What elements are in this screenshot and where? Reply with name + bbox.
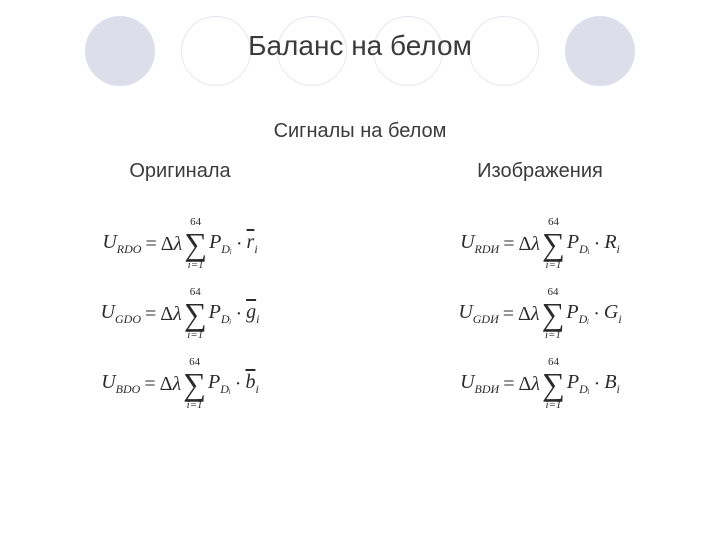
summation-icon: 64∑i=1 [182,217,209,271]
summation-icon: 64∑i=1 [181,357,208,411]
delta-lambda: Δλ [161,233,183,256]
slide-title: Баланс на белом [0,30,720,62]
dot-operator: · [590,233,605,256]
formulas-block: URDO=Δλ64∑i=1PDᵢ·riUGDO=Δλ64∑i=1PDᵢ·giUB… [0,214,720,414]
formula-lhs: UBDИ [460,371,499,397]
summation-icon: 64∑i=1 [540,287,567,341]
weight-term: PDᵢ [209,231,232,257]
equals-sign: = [141,233,160,256]
summation-icon: 64∑i=1 [540,357,567,411]
equals-sign: = [499,233,518,256]
column-headings: Оригинала Изображения [0,160,720,183]
formula: UGDИ=Δλ64∑i=1PDᵢ·Gi [458,284,621,344]
formulas-right-column: URDИ=Δλ64∑i=1PDᵢ·RiUGDИ=Δλ64∑i=1PDᵢ·GiUB… [360,214,720,414]
dot-operator: · [231,373,246,396]
delta-lambda: Δλ [160,373,182,396]
weight-term: PDᵢ [566,301,589,327]
formula-lhs: URDO [102,231,141,257]
tail-term: ri [247,231,258,257]
formula: URDO=Δλ64∑i=1PDᵢ·ri [102,214,257,274]
weight-term: PDᵢ [209,301,232,327]
dot-operator: · [231,303,246,326]
dot-operator: · [590,373,605,396]
formula-lhs: URDИ [460,231,499,257]
delta-lambda: Δλ [160,303,182,326]
delta-lambda: Δλ [519,373,541,396]
tail-term: Bi [604,371,620,397]
slide-subtitle: Сигналы на белом [0,120,720,143]
left-column-heading: Оригинала [0,160,360,183]
formula: UGDO=Δλ64∑i=1PDᵢ·gi [101,284,260,344]
summation-icon: 64∑i=1 [182,287,209,341]
equals-sign: = [499,373,518,396]
dot-operator: · [232,233,247,256]
formula: UBDИ=Δλ64∑i=1PDᵢ·Bi [460,354,620,414]
summation-icon: 64∑i=1 [540,217,567,271]
formula-lhs: UGDO [101,301,141,327]
weight-term: PDᵢ [208,371,231,397]
formulas-left-column: URDO=Δλ64∑i=1PDᵢ·riUGDO=Δλ64∑i=1PDᵢ·giUB… [0,214,360,414]
tail-term: bi [245,371,258,397]
dot-operator: · [589,303,604,326]
weight-term: PDᵢ [567,371,590,397]
formula-lhs: UBDO [101,371,140,397]
formula-lhs: UGDИ [458,301,498,327]
right-column-heading: Изображения [360,160,720,183]
weight-term: PDᵢ [567,231,590,257]
formula: UBDO=Δλ64∑i=1PDᵢ·bi [101,354,259,414]
tail-term: gi [246,301,259,327]
equals-sign: = [499,303,518,326]
equals-sign: = [141,303,160,326]
delta-lambda: Δλ [519,233,541,256]
tail-term: Ri [604,231,620,257]
delta-lambda: Δλ [518,303,540,326]
equals-sign: = [140,373,159,396]
tail-term: Gi [604,301,622,327]
formula: URDИ=Δλ64∑i=1PDᵢ·Ri [460,214,620,274]
